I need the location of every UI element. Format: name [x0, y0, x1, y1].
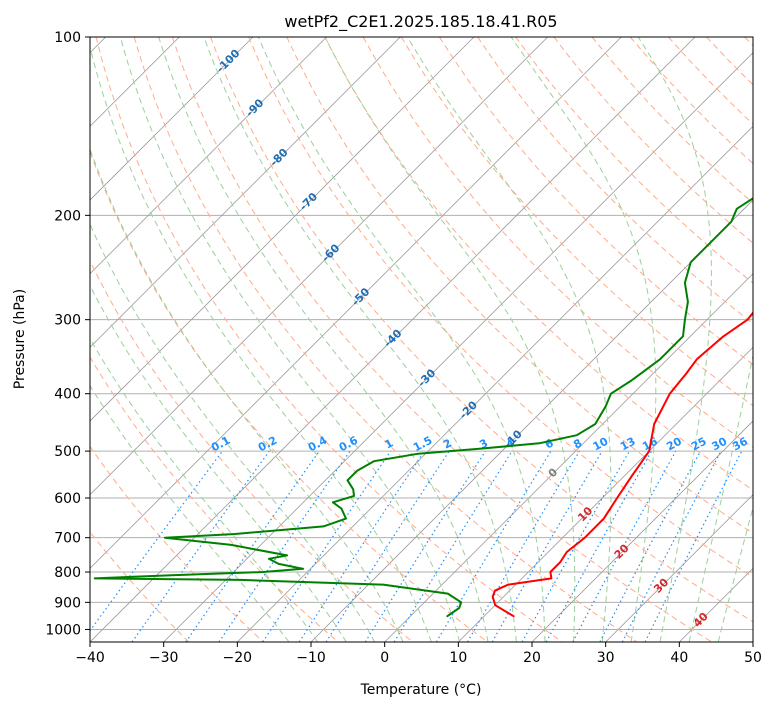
x-tick-label: 10: [449, 650, 467, 666]
x-tick-label: −20: [223, 650, 253, 666]
y-tick-label: 300: [54, 313, 81, 329]
x-tick-label: 40: [670, 650, 688, 666]
y-tick-label: 600: [54, 491, 81, 507]
x-axis-label: Temperature (°C): [360, 682, 482, 698]
x-tick-label: 0: [380, 650, 389, 666]
y-tick-label: 700: [54, 531, 81, 547]
x-tick-label: −30: [149, 650, 179, 666]
y-axis-label: Pressure (hPa): [12, 289, 28, 389]
y-tick-label: 200: [54, 208, 81, 224]
y-tick-label: 1000: [45, 622, 81, 638]
y-tick-label: 400: [54, 387, 81, 403]
y-tick-label: 500: [54, 444, 81, 460]
y-tick-label: 100: [54, 30, 81, 46]
x-tick-label: 50: [744, 650, 762, 666]
x-tick-label: 20: [523, 650, 541, 666]
x-tick-label: −40: [75, 650, 105, 666]
x-tick-label: −10: [296, 650, 326, 666]
chart-title: wetPf2_C2E1.2025.185.18.41.R05: [284, 12, 557, 32]
y-tick-label: 800: [54, 565, 81, 581]
y-tick-label: 900: [54, 595, 81, 611]
x-tick-label: 30: [597, 650, 615, 666]
